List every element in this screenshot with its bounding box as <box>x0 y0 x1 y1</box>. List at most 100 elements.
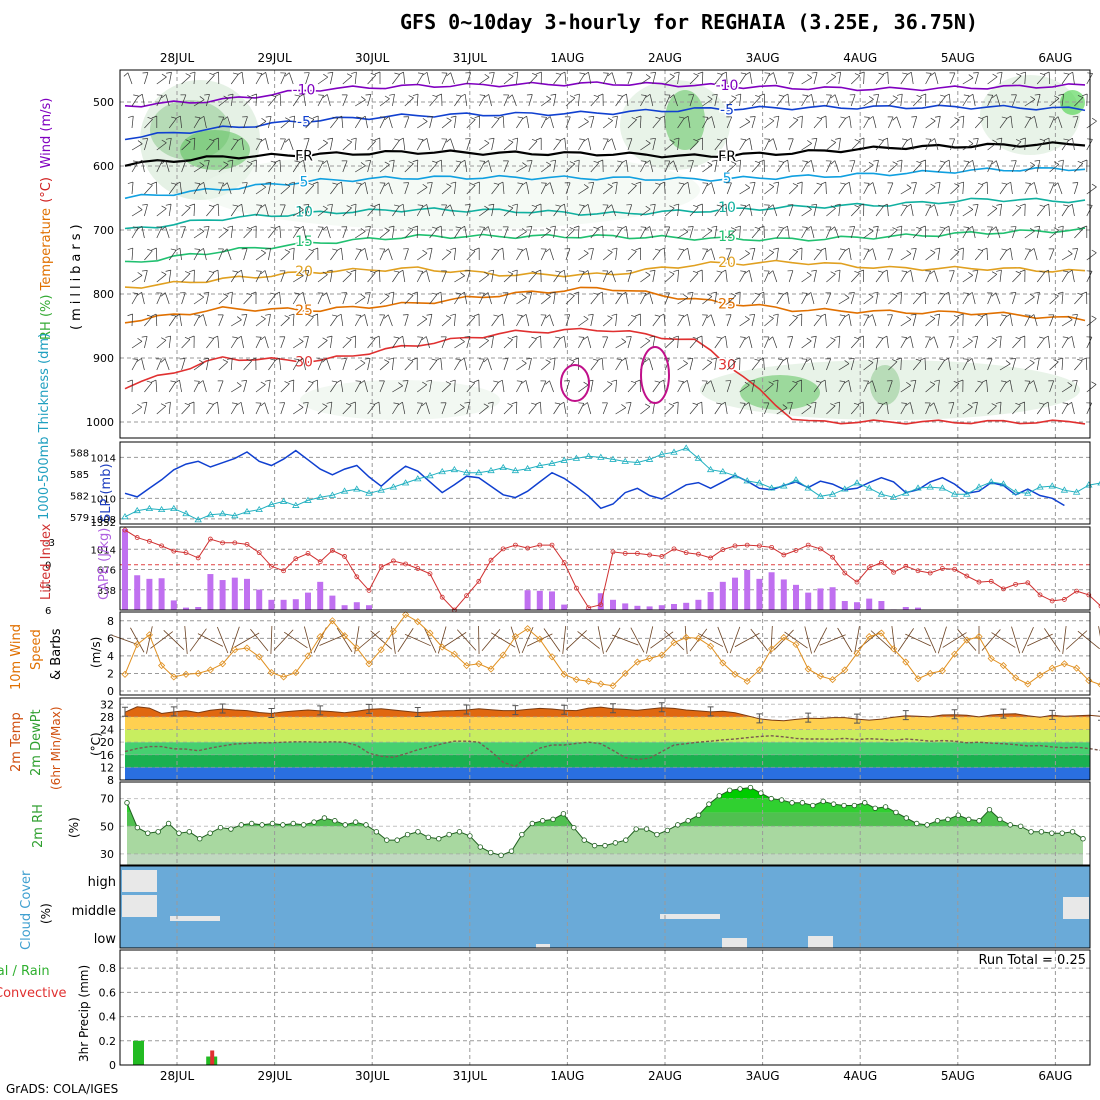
wind-barb-flag <box>972 204 979 206</box>
wind-barb <box>649 269 656 283</box>
wind-barb-shaft <box>218 380 224 393</box>
wind-barb <box>1024 359 1035 371</box>
wind-barb-flag <box>198 248 204 252</box>
wind-barb <box>626 138 633 151</box>
wind-barb-flag <box>432 94 438 98</box>
wind-barb <box>1048 182 1055 195</box>
wind-barb <box>664 292 670 305</box>
wind-barb-10m <box>717 626 729 654</box>
cape-bar <box>195 607 202 610</box>
wind-barb <box>280 183 291 195</box>
wind-barb-shaft <box>887 204 889 217</box>
wind-barb-shaft <box>466 270 471 283</box>
wind-barb-shaft <box>987 95 994 107</box>
wind-barb-flag <box>906 250 912 254</box>
wind-barb-flag <box>891 359 898 362</box>
wind-barb <box>650 72 657 85</box>
precip-convective-bar <box>210 1050 215 1065</box>
wind-barb-flag <box>412 225 418 229</box>
wind-barb-flag <box>160 403 167 407</box>
wind-barb-shaft <box>226 182 232 195</box>
wind-barb <box>355 293 366 305</box>
wind-barb-shaft <box>615 116 618 129</box>
wind-barb-flag <box>934 313 940 316</box>
wind-barb-shaft <box>156 142 167 151</box>
wind-barb <box>365 226 371 239</box>
wind-barb-shaft <box>739 121 751 129</box>
wind-barb-shaft <box>999 381 1007 393</box>
wind-barb <box>863 380 869 393</box>
wind-barb-shaft <box>578 271 585 283</box>
wind-barb <box>972 335 979 349</box>
wind-barb-shaft <box>640 208 651 217</box>
wind-barb-shaft <box>826 292 832 305</box>
wind-barb <box>626 204 633 217</box>
wind-barb <box>193 359 204 371</box>
wind-barb <box>292 160 301 173</box>
rh-point <box>986 806 993 813</box>
wind-barb-shaft <box>491 138 495 151</box>
wind-barb <box>479 73 490 85</box>
wind-barb-shaft <box>367 160 372 173</box>
wind-barb <box>702 182 709 195</box>
wind-barb-flag <box>417 402 423 404</box>
temp-minmax-bar <box>610 703 616 714</box>
wind-barb-shaft <box>565 229 575 239</box>
wind-barb-shaft <box>268 162 277 173</box>
wind-barb-shaft <box>602 336 609 349</box>
rh-point <box>685 818 691 824</box>
wind-barb <box>886 380 893 393</box>
wind-barb-shaft <box>590 360 599 371</box>
wind-barb-flag <box>816 182 822 186</box>
wind-barb-flag <box>1072 182 1078 184</box>
wind-barb-shaft <box>441 72 448 85</box>
slp-point <box>841 485 849 492</box>
wind-barb-shaft <box>454 275 465 283</box>
li-point <box>757 543 762 549</box>
wind-barb-shaft <box>429 96 438 107</box>
wind-barb-flag <box>179 358 186 360</box>
wind-barb <box>590 292 599 305</box>
wind-barb-flag <box>992 94 997 99</box>
wind-barb-shaft <box>826 273 836 283</box>
wind-barb <box>528 73 538 85</box>
wind-barb <box>763 270 770 283</box>
wind-barb-shaft <box>578 94 580 107</box>
wind-barb-shaft <box>962 293 969 305</box>
wind-barb <box>950 117 960 129</box>
wind-barb <box>640 226 647 239</box>
wind-barb-shaft <box>392 140 400 151</box>
wind-barb <box>213 137 220 151</box>
wind-barb <box>1012 73 1022 85</box>
rh-point <box>758 790 764 796</box>
wind-barb <box>553 72 562 85</box>
wind-barb-shaft <box>553 74 562 85</box>
wind-barb-flag <box>693 204 699 208</box>
wind-barb <box>925 183 936 195</box>
isotherm-label: 20 <box>295 264 313 280</box>
wind-barb <box>1029 380 1038 393</box>
wind-barb <box>398 137 406 151</box>
date-label-bottom: 3AUG <box>746 1069 780 1083</box>
wind-barb-shaft <box>1044 628 1061 652</box>
wind-barb <box>844 247 852 261</box>
wind-barb <box>773 115 780 129</box>
wind-speed-point <box>304 652 312 660</box>
wind-barb-shaft <box>193 72 196 85</box>
wind-barb-shaft <box>181 75 191 85</box>
wind-barb <box>607 270 616 283</box>
wind-speed-point <box>951 650 959 658</box>
wind-barb-shaft <box>456 629 477 651</box>
wind-barb <box>511 401 518 415</box>
wind-barb-shaft <box>714 226 718 239</box>
wind-barb-shaft <box>687 314 691 327</box>
wind-barb <box>511 335 518 349</box>
wind-barb-flag <box>188 401 195 405</box>
wind-barb <box>621 225 629 239</box>
wind-barb <box>298 291 306 305</box>
li-point <box>830 554 835 560</box>
wind-barb-flag <box>844 379 849 384</box>
li-point <box>329 547 335 553</box>
isotherm-line <box>124 227 1086 263</box>
li-point <box>879 560 884 565</box>
